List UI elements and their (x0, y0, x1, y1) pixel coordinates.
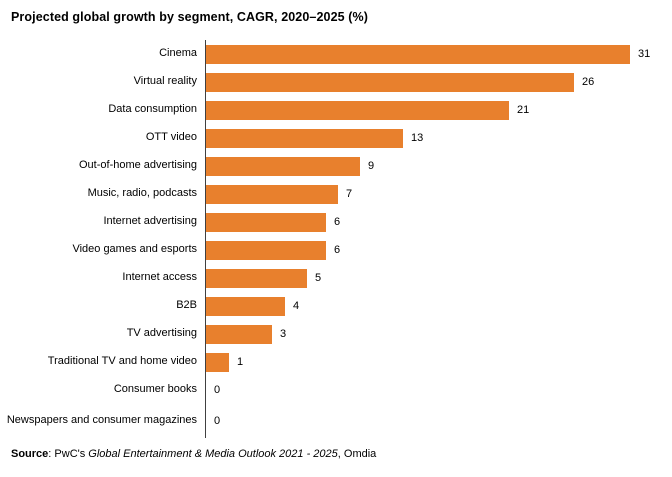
bar (206, 296, 285, 316)
plot-cell: 7 (205, 180, 672, 208)
category-label: Data consumption (108, 103, 197, 116)
source-publication: Global Entertainment & Media Outlook 202… (88, 448, 338, 460)
bar-rows: Cinema 31 Virtual reality 26 Data consumptio… (0, 40, 672, 438)
value-label: 13 (411, 132, 424, 144)
bar (206, 44, 630, 64)
bar (206, 184, 338, 204)
category-label: Internet access (122, 271, 197, 284)
plot-cell: 1 (205, 348, 672, 376)
plot-cell: 21 (205, 96, 672, 124)
category-label: Virtual reality (133, 75, 197, 88)
bar (206, 128, 403, 148)
value-label: 4 (293, 300, 300, 312)
value-label: 0 (214, 415, 221, 427)
plot-cell: 4 (205, 292, 672, 320)
bar (206, 100, 509, 120)
value-label: 9 (368, 160, 375, 172)
value-label: 26 (582, 76, 595, 88)
value-label: 1 (237, 356, 244, 368)
chart-row: Cinema 31 (0, 40, 672, 68)
plot-cell: 5 (205, 264, 672, 292)
value-label: 21 (517, 104, 530, 116)
plot-cell: 0 (205, 376, 672, 404)
source-text-pre: : PwC's (48, 448, 89, 460)
bar (206, 324, 272, 344)
chart-row: Consumer books 0 (0, 376, 672, 404)
category-label: Newspapers and consumer magazines (6, 414, 197, 427)
chart-row: Music, radio, podcasts 7 (0, 180, 672, 208)
plot-cell: 13 (205, 124, 672, 152)
category-label: Internet advertising (103, 215, 197, 228)
plot-cell: 3 (205, 320, 672, 348)
category-label: Consumer books (113, 383, 197, 396)
category-label: B2B (176, 299, 197, 312)
bar-chart: Cinema 31 Virtual reality 26 Data consumptio… (0, 40, 672, 438)
category-label: TV advertising (126, 327, 197, 340)
chart-row: OTT video 13 (0, 124, 672, 152)
source-line: Source: PwC's Global Entertainment & Med… (11, 448, 672, 460)
bar (206, 240, 326, 260)
bar (206, 352, 229, 372)
chart-row: TV advertising 3 (0, 320, 672, 348)
plot-cell: 26 (205, 68, 672, 96)
plot-cell: 9 (205, 152, 672, 180)
chart-row: Internet access 5 (0, 264, 672, 292)
plot-cell: 31 (205, 40, 672, 68)
chart-row: Newspapers and consumer magazines 0 (0, 404, 672, 438)
chart-row: Virtual reality 26 (0, 68, 672, 96)
value-label: 5 (315, 272, 322, 284)
value-label: 6 (334, 216, 341, 228)
value-label: 7 (346, 188, 353, 200)
bar (206, 156, 360, 176)
chart-row: Internet advertising 6 (0, 208, 672, 236)
category-label: OTT video (145, 131, 197, 144)
source-text-post: , Omdia (337, 448, 377, 460)
category-label: Cinema (159, 47, 197, 60)
chart-row: B2B 4 (0, 292, 672, 320)
plot-cell: 6 (205, 236, 672, 264)
value-label: 6 (334, 244, 341, 256)
value-label: 0 (214, 384, 221, 396)
chart-row: Traditional TV and home video 1 (0, 348, 672, 376)
plot-cell: 6 (205, 208, 672, 236)
chart-row: Video games and esports 6 (0, 236, 672, 264)
plot-cell: 0 (205, 404, 672, 438)
chart-row: Out-of-home advertising 9 (0, 152, 672, 180)
value-label: 31 (638, 48, 651, 60)
bar (206, 72, 574, 92)
bar (206, 268, 307, 288)
category-label: Traditional TV and home video (47, 355, 197, 368)
category-label: Music, radio, podcasts (87, 187, 197, 200)
category-label: Out-of-home advertising (79, 159, 197, 172)
category-label: Video games and esports (72, 243, 197, 256)
chart-row: Data consumption 21 (0, 96, 672, 124)
bar (206, 212, 326, 232)
value-label: 3 (280, 328, 287, 340)
chart-title: Projected global growth by segment, CAGR… (11, 10, 368, 24)
source-label: Source (11, 448, 49, 460)
